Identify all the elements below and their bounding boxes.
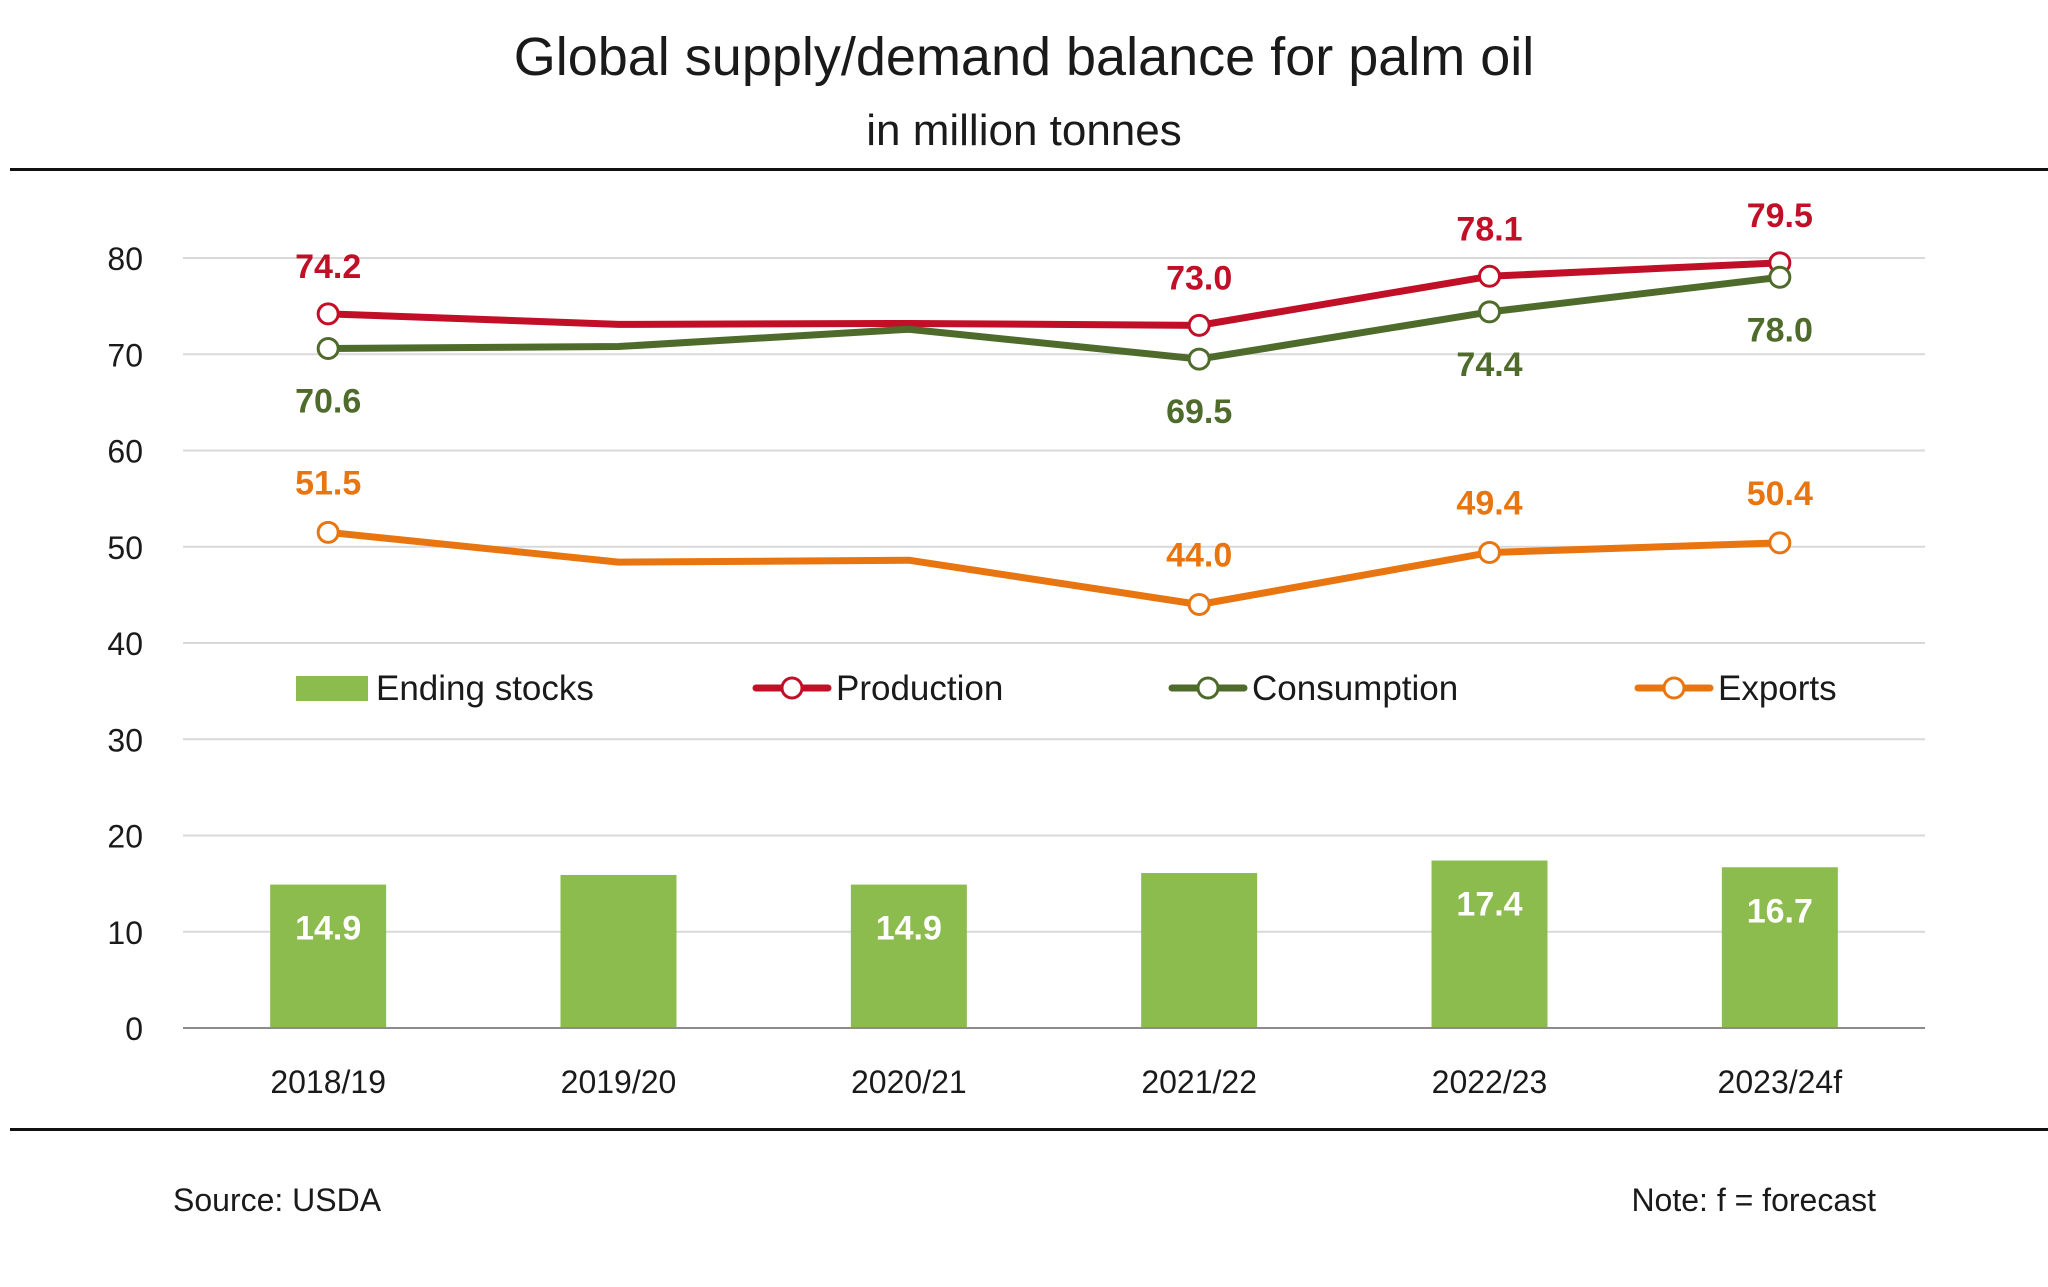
bar-ending-stocks-2021-22 (1141, 873, 1258, 1028)
marker-production-2018-19 (316, 302, 340, 326)
axes: 0 10 20 30 40 50 60 70 80 2018/19 2019/20 2020/21 20… (107, 241, 1925, 1100)
data-label-production-2023-24f: 79.5 (1747, 197, 1813, 235)
legend-label-ending-stocks: Ending stocks (376, 669, 594, 708)
x-tick-label-2019-20: 2019/20 (561, 1064, 677, 1100)
x-tick-label-2023-24f: 2023/24f (1718, 1064, 1843, 1100)
y-tick-label-80: 80 (107, 241, 143, 277)
bottom-rule (10, 1128, 2048, 1131)
legend-swatch-ending-stocks (296, 676, 368, 701)
y-tick-label-30: 30 (107, 722, 143, 758)
line-consumption (324, 273, 1784, 363)
bar-label-2018-19: 14.9 (295, 910, 361, 948)
marker-consumption-2021-22 (1187, 347, 1211, 371)
bar-label-2022-23: 17.4 (1456, 886, 1522, 924)
y-tick-label-50: 50 (107, 530, 143, 566)
y-tick-label-0: 0 (125, 1011, 143, 1047)
line-exports (324, 528, 1784, 608)
data-label-consumption-2022-23: 74.4 (1456, 346, 1522, 384)
data-label-consumption-2018-19: 70.6 (295, 382, 361, 420)
line-production (324, 259, 1784, 329)
data-label-production-2018-19: 74.2 (295, 248, 361, 286)
y-tick-label-20: 20 (107, 819, 143, 855)
marker-production-2021-22 (1187, 313, 1211, 337)
legend-item-consumption: Consumption (1168, 669, 1458, 708)
legend-label-production: Production (836, 669, 1003, 708)
bar-ending-stocks-2020-21 (850, 884, 967, 1028)
marker-exports-2023-24f (1768, 531, 1792, 555)
y-tick-label-40: 40 (107, 626, 143, 662)
y-tick-label-10: 10 (107, 915, 143, 951)
y-tick-label-70: 70 (107, 337, 143, 373)
line-series (316, 251, 1792, 616)
marker-exports-2022-23 (1478, 541, 1501, 565)
legend-item-exports: Exports (1634, 669, 1837, 708)
marker-exports-2018-19 (316, 520, 340, 544)
bar-ending-stocks-2019-20 (560, 874, 677, 1028)
legend-item-production: Production (752, 669, 1003, 708)
legend-marker-production (780, 676, 804, 700)
x-tick-label-2021-22: 2021/22 (1141, 1064, 1257, 1100)
data-label-consumption-2021-22: 69.5 (1166, 393, 1232, 431)
x-tick-label-2022-23: 2022/23 (1432, 1064, 1548, 1100)
data-label-exports-2021-22: 44.0 (1166, 537, 1232, 575)
legend-marker-consumption (1196, 676, 1220, 700)
legend-label-exports: Exports (1718, 669, 1837, 708)
marker-production-2022-23 (1478, 264, 1501, 288)
bar-label-2023-24f: 16.7 (1747, 892, 1813, 930)
data-labels: 14.9 14.9 17.4 16.7 74.2 73.0 78.1 79.5 70.6 69.5… (295, 197, 1813, 948)
bar-ending-stocks-2018-19 (270, 884, 387, 1028)
data-label-exports-2023-24f: 50.4 (1747, 475, 1813, 513)
chart-title: Global supply/demand balance for palm oi… (513, 27, 1535, 87)
bar-label-2020-21: 14.9 (876, 910, 942, 948)
data-label-production-2021-22: 73.0 (1166, 259, 1232, 297)
source-note: Source: USDA (173, 1182, 382, 1218)
y-tick-label-60: 60 (107, 434, 143, 470)
data-label-exports-2022-23: 49.4 (1456, 485, 1522, 523)
chart-subtitle: in million tonnes (866, 106, 1182, 155)
data-label-consumption-2023-24f: 78.0 (1747, 311, 1813, 349)
legend: Ending stocks Production Consumption Export… (296, 669, 1837, 708)
forecast-note: Note: f = forecast (1631, 1182, 1876, 1218)
grid-lines (183, 257, 1925, 933)
legend-marker-exports (1662, 676, 1686, 700)
bar-ending-stocks-2023-24f (1721, 867, 1838, 1028)
marker-consumption-2018-19 (316, 336, 340, 360)
legend-item-ending-stocks: Ending stocks (296, 669, 594, 708)
bar-ending-stocks-2022-23 (1431, 860, 1548, 1028)
legend-label-consumption: Consumption (1252, 669, 1458, 708)
marker-exports-2021-22 (1187, 593, 1211, 616)
data-label-exports-2018-19: 51.5 (295, 464, 361, 502)
top-rule (10, 168, 2048, 171)
data-label-production-2022-23: 78.1 (1456, 210, 1522, 248)
bar-series (270, 860, 1838, 1028)
x-tick-label-2018-19: 2018/19 (270, 1064, 386, 1100)
x-tick-label-2020-21: 2020/21 (851, 1064, 967, 1100)
marker-consumption-2023-24f (1768, 265, 1792, 289)
marker-consumption-2022-23 (1478, 300, 1501, 324)
